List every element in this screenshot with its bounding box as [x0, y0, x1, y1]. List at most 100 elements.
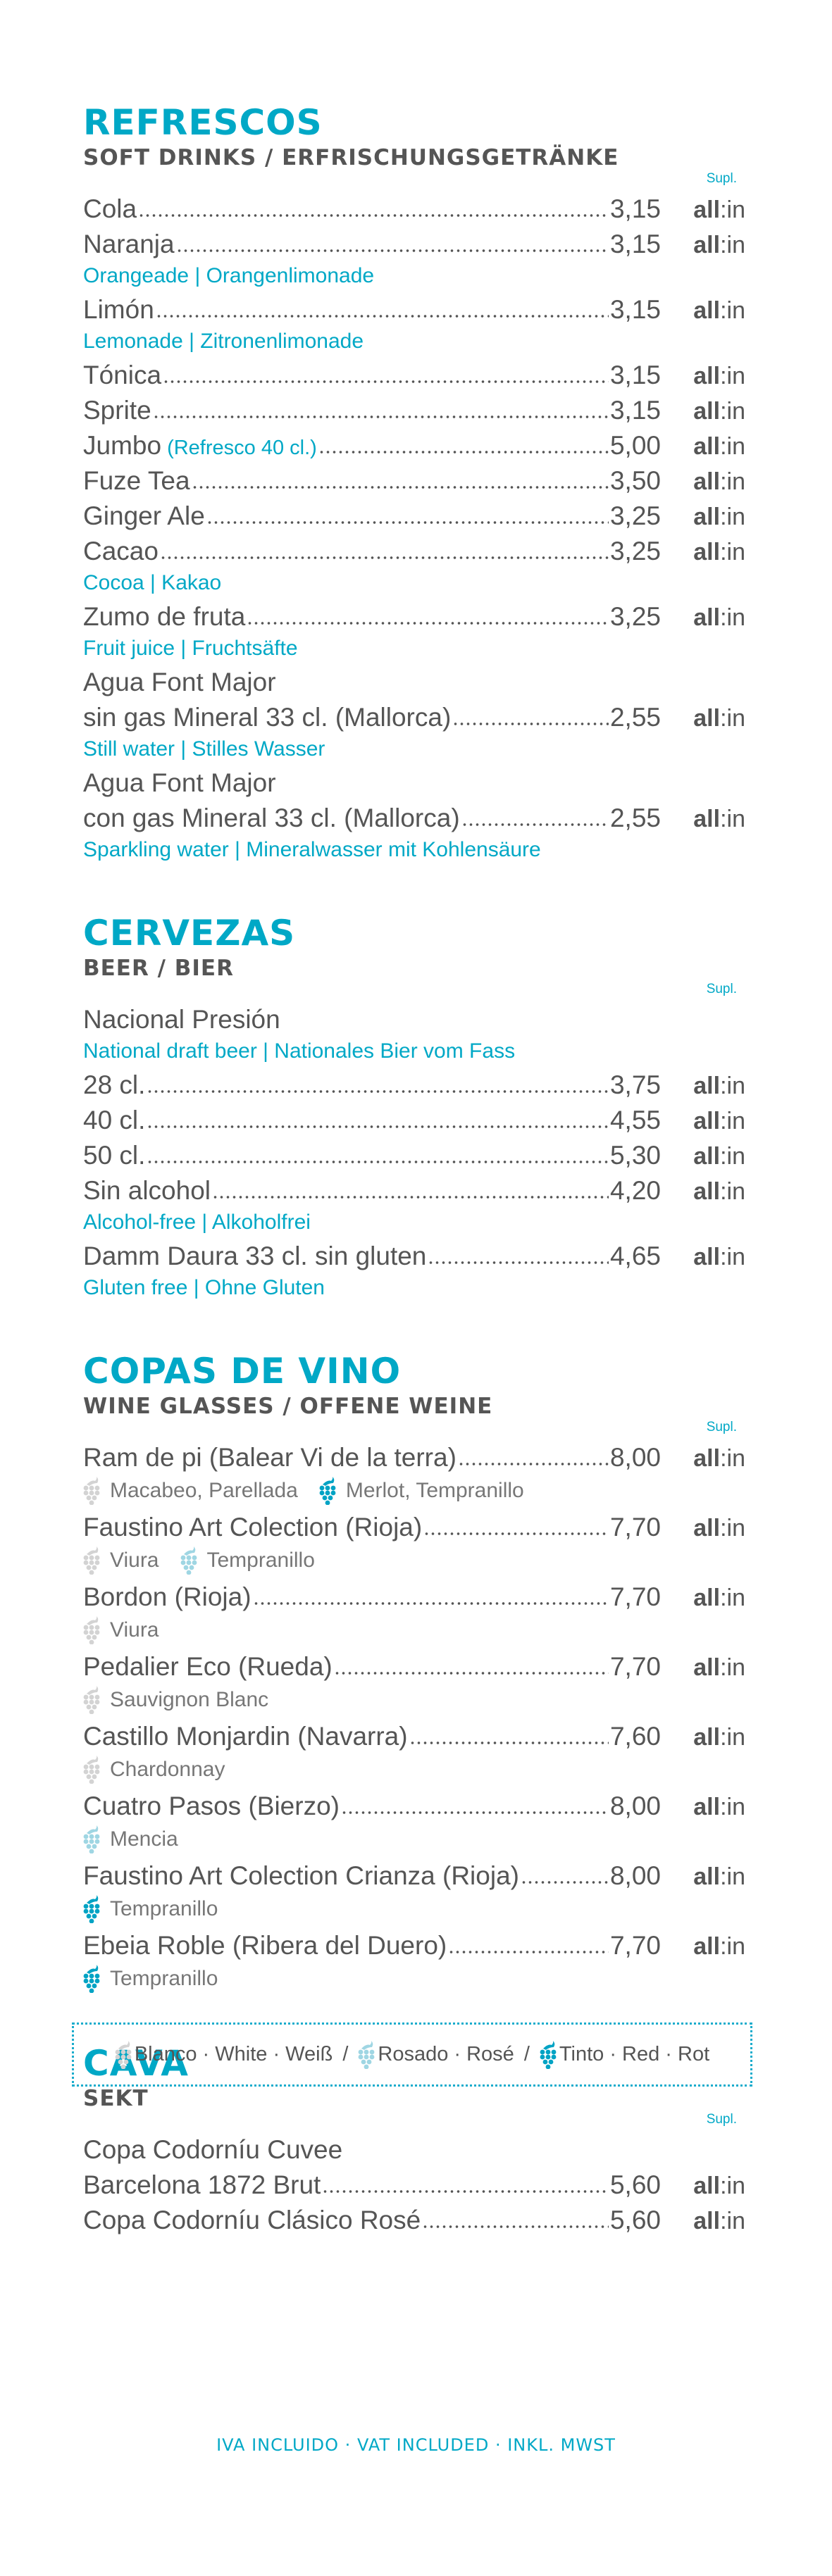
allin-bold: all [693, 433, 721, 460]
grape-blanco-icon [83, 1686, 100, 1714]
grape-blanco-icon [83, 1546, 100, 1575]
item-name: sin gas Mineral 33 cl. (Mallorca) [83, 703, 452, 732]
grape-blanco-icon [83, 1756, 100, 1784]
item-line: Bordon (Rioja) 7,70 all:in [83, 1580, 745, 1615]
item-line: Naranja 3,15 all:in [83, 227, 745, 262]
grape-label: Tempranillo [110, 1897, 218, 1920]
allin-badge: all:in [661, 1139, 745, 1174]
menu-section: COPAS DE VINO WINE GLASSES / OFFENE WEINE… [83, 1350, 745, 1994]
dot-leader [520, 1880, 609, 1884]
menu-item: Ginger Ale 3,25 all:in [83, 499, 745, 534]
legend-label: Blanco · White · Weiß [134, 2043, 333, 2065]
dot-leader [152, 415, 609, 419]
section-title: COPAS DE VINO [83, 1351, 402, 1392]
allin-bold: all [693, 468, 721, 495]
item-translation: National draft beer | Nationales Bier vo… [83, 1039, 516, 1063]
item-translation: Still water | Stilles Wasser [83, 737, 325, 761]
item-line: Limón 3,15 all:in [83, 292, 745, 327]
grape-variety: Viura [83, 1545, 159, 1576]
grape-tinto-icon [83, 1965, 100, 1993]
allin-bold: all [693, 539, 721, 565]
dot-leader [333, 1671, 609, 1675]
allin-rest: :in [720, 1654, 745, 1681]
legend-label: Rosado · Rosé [378, 2043, 514, 2065]
allin-badge: all:in [661, 464, 745, 499]
allin-badge: all:in [661, 2203, 745, 2239]
allin-bold: all [693, 398, 721, 425]
item-price: 7,70 [609, 1931, 661, 1960]
grape-varieties: Viura Tempranillo [83, 1545, 745, 1576]
menu-item: Sin alcohol 4,20 all:in Alcohol-free | Alko… [83, 1173, 745, 1237]
item-price: 4,55 [609, 1106, 661, 1134]
menu-item: Damm Daura 33 cl. sin gluten 4,65 all:in Gl… [83, 1239, 745, 1302]
dot-leader [340, 1811, 609, 1815]
allin-badge: all:in [661, 192, 745, 227]
allin-badge: all:in [661, 293, 745, 328]
dot-leader [448, 1950, 609, 1954]
allin-bold: all [693, 2172, 721, 2199]
item-name-line: Nacional Presión [83, 1002, 745, 1037]
grape-variety: Tempranillo [83, 1963, 218, 1994]
dot-leader [457, 1462, 609, 1466]
dot-leader [191, 485, 609, 489]
item-name-line: Copa Codorníu Cuvee [83, 2132, 745, 2168]
menu-item: Faustino Art Colection Crianza (Rioja) 8,… [83, 1858, 745, 1925]
grape-rosado-icon [358, 2040, 375, 2069]
item-price: 3,25 [609, 501, 661, 530]
dot-leader [428, 1261, 609, 1265]
item-price: 8,00 [609, 1443, 661, 1472]
dot-leader [247, 621, 609, 625]
item-line: Cacao 3,25 all:in [83, 534, 745, 569]
item-name: Zumo de fruta [83, 602, 246, 631]
section-subtitle: SOFT DRINKS / ERFRISCHUNGSGETRÄNKE [83, 145, 619, 170]
item-price: 3,15 [609, 230, 661, 258]
allin-badge: all:in [661, 1650, 745, 1685]
allin-rest: :in [720, 1178, 745, 1205]
allin-badge: all:in [661, 1720, 745, 1755]
grape-varieties: Tempranillo [83, 1894, 745, 1925]
grape-label: Viura [110, 1549, 159, 1572]
item-name-prefix: Agua Font Major [83, 768, 276, 797]
item-name: Copa Codorníu Clásico Rosé [83, 2206, 421, 2234]
item-price: 5,60 [609, 2206, 661, 2234]
item-line: 50 cl. 5,30 all:in [83, 1138, 745, 1173]
grape-variety: Mencia [83, 1824, 178, 1855]
item-price: 7,70 [609, 1513, 661, 1542]
allin-badge: all:in [661, 227, 745, 263]
section-subtitle: WINE GLASSES / OFFENE WEINE [83, 1394, 493, 1419]
item-name: Ginger Ale [83, 501, 205, 530]
allin-rest: :in [720, 604, 745, 631]
item-line: Copa Codorníu Clásico Rosé 5,60 all:in [83, 2203, 745, 2238]
allin-badge: all:in [661, 701, 745, 736]
legend-separator: / [523, 2043, 530, 2065]
allin-bold: all [693, 1654, 721, 1681]
menu-item: Zumo de fruta 3,25 all:in Fruit juice | Fru… [83, 599, 745, 663]
menu-item: Cola 3,15 all:in [83, 192, 745, 227]
item-name: Limón [83, 295, 154, 324]
menu-item: Agua Font Major sin gas Mineral 33 cl. (M… [83, 665, 745, 763]
allin-rest: :in [720, 1724, 745, 1751]
supplement-header: Supl. [706, 1420, 737, 1434]
grape-variety: Sauvignon Blanc [83, 1684, 268, 1715]
item-line: Castillo Monjardin (Navarra) 7,60 all:in [83, 1719, 745, 1754]
item-price: 8,00 [609, 1792, 661, 1820]
allin-badge: all:in [661, 2168, 745, 2203]
grape-variety: Macabeo, Parellada [83, 1475, 298, 1506]
menu-item: Jumbo (Refresco 40 cl.) 5,00 all:in [83, 428, 745, 463]
item-line: Faustino Art Colection (Rioja) 7,70 all:in [83, 1510, 745, 1545]
menu-item: Faustino Art Colection (Rioja) 7,70 all:in… [83, 1510, 745, 1576]
allin-badge: all:in [661, 394, 745, 429]
item-name: Naranja [83, 230, 175, 258]
allin-badge: all:in [661, 1174, 745, 1209]
legend-item: Rosado · Rosé [358, 2040, 514, 2069]
menu-item: Limón 3,15 all:in Lemonade | Zitronenlimona… [83, 292, 745, 356]
allin-rest: :in [720, 363, 745, 389]
dot-leader [423, 1532, 609, 1536]
grape-tinto-icon [540, 2040, 557, 2069]
dot-leader [318, 450, 609, 454]
allin-bold: all [693, 1445, 721, 1472]
allin-rest: :in [720, 297, 745, 324]
item-line: Fuze Tea 3,50 all:in [83, 463, 745, 499]
item-name: Ebeia Roble (Ribera del Duero) [83, 1931, 447, 1960]
allin-rest: :in [720, 1794, 745, 1820]
